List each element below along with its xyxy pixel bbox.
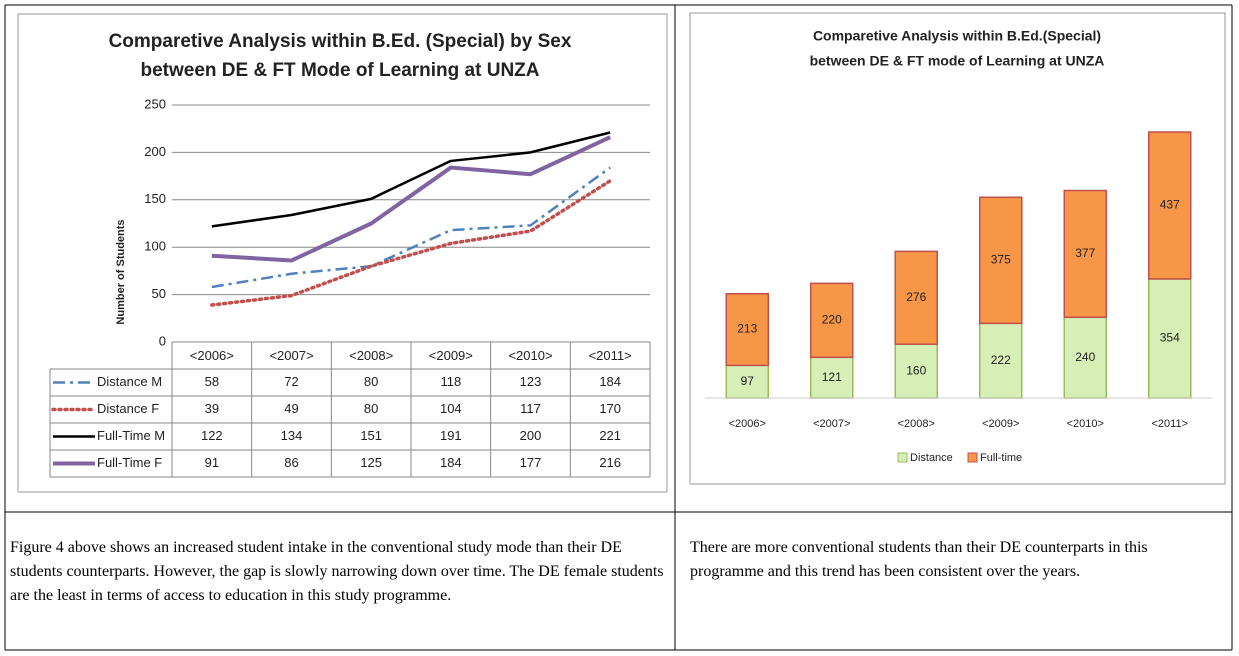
y-tick-label: 0	[159, 333, 166, 348]
table-value: 104	[440, 401, 462, 416]
legend-swatch	[967, 452, 978, 463]
legend-label: Full-Time M	[97, 428, 165, 443]
series-line	[211, 135, 612, 263]
data-label: 375	[991, 252, 1011, 266]
data-label: 377	[1075, 246, 1095, 260]
chart-title: between DE & FT mode of Learning at UNZA	[810, 53, 1105, 69]
table-value: 122	[201, 428, 223, 443]
x-tick-label: <2008>	[898, 418, 935, 430]
bar-segment	[979, 196, 1023, 325]
x-tick-label: <2006>	[190, 348, 234, 363]
bar-segment	[810, 282, 854, 359]
chart-frame	[689, 12, 1226, 485]
bar-segment	[1063, 316, 1107, 399]
bar-segment	[1148, 131, 1192, 280]
table-value: 58	[205, 374, 219, 389]
y-tick-label: 100	[144, 239, 166, 254]
table-value: 191	[440, 428, 462, 443]
table-value: 123	[520, 374, 542, 389]
data-label: 213	[737, 322, 757, 336]
legend-label: Distance	[910, 452, 953, 464]
legend-label: Full-time	[980, 452, 1022, 464]
chart-title: Comparetive Analysis within B.Ed.(Specia…	[813, 28, 1101, 44]
data-label: 222	[991, 353, 1011, 367]
table-value: 72	[284, 374, 298, 389]
chart-frame	[17, 13, 668, 493]
x-tick-label: <2010>	[508, 348, 552, 363]
data-label: 240	[1075, 350, 1095, 364]
data-label: 121	[822, 370, 842, 384]
table-value: 184	[440, 455, 462, 470]
table-value: 216	[599, 455, 621, 470]
y-axis-label: Number of Students	[115, 219, 127, 324]
legend-label: Distance F	[97, 401, 159, 416]
y-tick-label: 200	[144, 144, 166, 159]
table-value: 200	[520, 428, 542, 443]
paragraph: Figure 4 above shows an increased studen…	[10, 539, 664, 604]
table-value: 125	[360, 455, 382, 470]
bar-segment	[725, 364, 769, 399]
bar-segment	[725, 293, 769, 367]
table-value: 151	[360, 428, 382, 443]
y-tick-label: 250	[144, 96, 166, 111]
data-label: 160	[906, 363, 926, 377]
table-value: 91	[205, 455, 219, 470]
legend-label: Full-Time F	[97, 455, 162, 470]
y-tick-label: 150	[144, 191, 166, 206]
x-tick-label: <2007>	[813, 418, 850, 430]
x-tick-label: <2008>	[349, 348, 393, 363]
layout-table	[4, 4, 1233, 651]
x-tick-label: <2006>	[729, 418, 766, 430]
bar-segment	[894, 343, 938, 399]
table-value: 221	[599, 428, 621, 443]
table-value: 39	[205, 401, 219, 416]
legend-label: Distance M	[97, 374, 162, 389]
bar-segment	[810, 356, 854, 399]
bar-segment	[894, 250, 938, 345]
table-value: 170	[599, 401, 621, 416]
table-value: 177	[520, 455, 542, 470]
x-tick-label: <2009>	[429, 348, 473, 363]
table-value: 184	[599, 374, 621, 389]
legend-swatch	[897, 452, 908, 463]
series-line	[211, 166, 611, 289]
series-line	[211, 131, 611, 228]
x-tick-label: <2010>	[1067, 418, 1104, 430]
data-label: 354	[1160, 331, 1180, 345]
bar-segment	[979, 322, 1023, 399]
y-tick-label: 50	[152, 286, 166, 301]
table-value: 80	[364, 401, 378, 416]
paragraph: There are more conventional students tha…	[690, 539, 1148, 580]
table-value: 117	[520, 401, 541, 416]
data-label: 276	[906, 290, 926, 304]
table-value: 118	[440, 374, 461, 389]
bar-segment	[1063, 189, 1107, 319]
table-value: 49	[284, 401, 298, 416]
x-tick-label: <2007>	[269, 348, 313, 363]
table-value: 86	[284, 455, 298, 470]
x-tick-label: <2011>	[1151, 418, 1188, 430]
table-value: 134	[281, 428, 303, 443]
series-line	[210, 179, 612, 307]
data-label: 437	[1160, 198, 1180, 212]
data-label: 220	[822, 312, 842, 326]
chart-title: Comparetive Analysis within B.Ed. (Speci…	[109, 31, 572, 52]
x-tick-label: <2009>	[982, 418, 1019, 430]
chart-title: between DE & FT Mode of Learning at UNZA	[140, 60, 539, 81]
x-tick-label: <2011>	[589, 348, 632, 363]
table-value: 80	[364, 374, 378, 389]
data-label: 97	[741, 374, 755, 388]
